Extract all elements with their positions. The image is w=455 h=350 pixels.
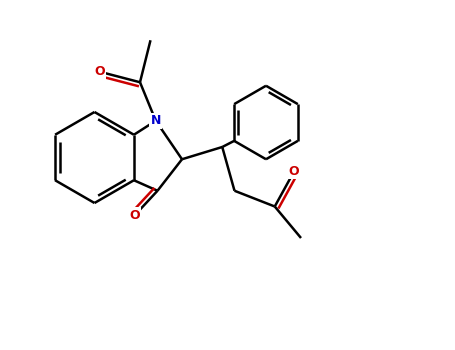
Text: N: N — [151, 114, 161, 127]
Text: O: O — [129, 209, 140, 222]
Text: O: O — [95, 65, 105, 78]
Text: O: O — [288, 165, 299, 178]
